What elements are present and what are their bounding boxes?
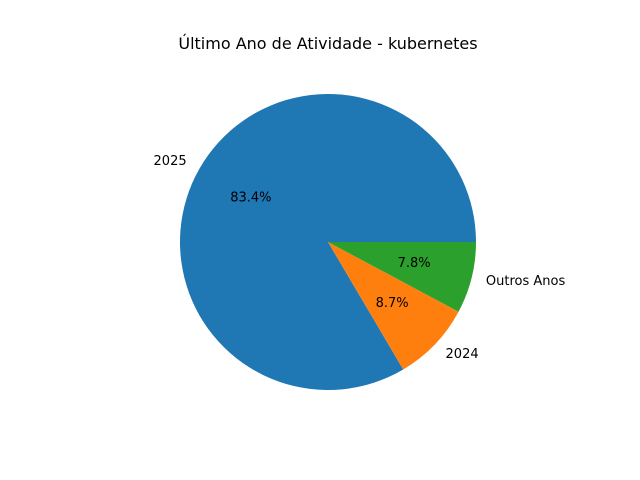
pct-label-2025: 83.4%	[230, 190, 271, 205]
pie-slices	[179, 94, 477, 391]
pie-slice-outros-anos	[328, 242, 476, 312]
pie-slice-2024	[328, 242, 459, 370]
slice-label-outros-anos: Outros Anos	[486, 274, 566, 289]
pie-labels: 2025 83.4% 2024 8.7% Outros Anos 7.8%	[154, 154, 566, 362]
slice-label-2024: 2024	[446, 347, 479, 362]
chart-title: Último Ano de Atividade - kubernetes	[178, 34, 477, 53]
slice-label-2025: 2025	[154, 154, 187, 169]
pie-slice-2025	[179, 94, 477, 391]
pct-label-2024: 8.7%	[376, 296, 409, 311]
pct-label-outros-anos: 7.8%	[398, 256, 431, 271]
